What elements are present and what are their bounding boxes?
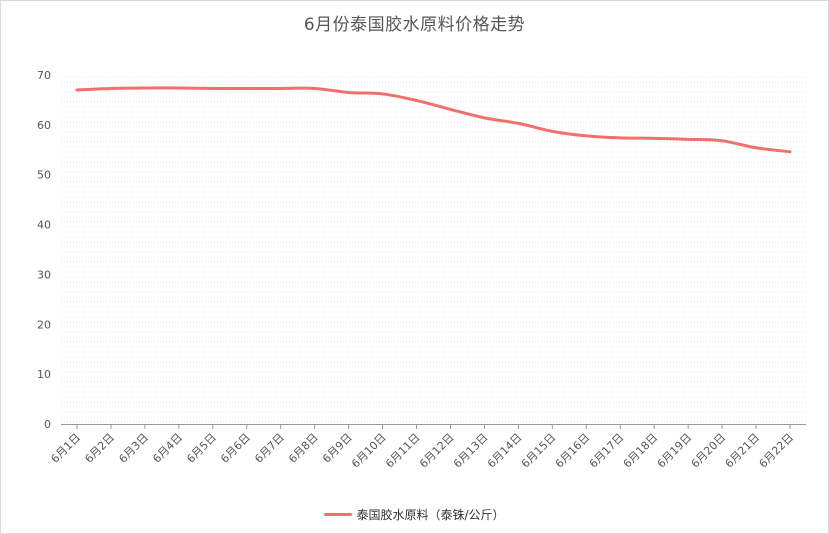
y-axis-ticks: 0 10 20 30 40 50 60 70 bbox=[37, 69, 51, 431]
data-point bbox=[75, 88, 79, 92]
data-point bbox=[788, 150, 792, 154]
data-point bbox=[720, 139, 724, 143]
data-point bbox=[313, 86, 317, 90]
x-tick-label: 6月5日 bbox=[184, 431, 219, 466]
x-tick-label: 6月8日 bbox=[286, 431, 321, 466]
series-layer bbox=[75, 86, 792, 154]
y-tick-label: 30 bbox=[37, 268, 51, 281]
data-point bbox=[415, 98, 419, 102]
legend-swatch bbox=[324, 513, 353, 516]
x-tick-label: 6月7日 bbox=[252, 431, 287, 466]
y-tick-label: 50 bbox=[37, 169, 51, 182]
y-tick-label: 70 bbox=[37, 69, 51, 82]
x-tick-label: 6月12日 bbox=[417, 431, 457, 471]
data-point bbox=[381, 92, 385, 96]
x-tick-label: 6月6日 bbox=[218, 431, 253, 466]
x-tick-label: 6月2日 bbox=[82, 431, 117, 466]
data-point bbox=[347, 90, 351, 94]
data-point bbox=[245, 86, 249, 90]
data-point bbox=[516, 121, 520, 125]
y-tick-label: 20 bbox=[37, 318, 51, 331]
x-tick-label: 6月14日 bbox=[485, 431, 525, 471]
y-tick-label: 0 bbox=[44, 418, 51, 431]
series-line bbox=[75, 86, 792, 154]
data-point bbox=[177, 86, 181, 90]
data-point bbox=[143, 86, 147, 90]
x-tick-label: 6月15日 bbox=[519, 431, 559, 471]
x-tick-label: 6月22日 bbox=[757, 431, 797, 471]
data-point bbox=[618, 136, 622, 140]
data-point bbox=[279, 86, 283, 90]
data-point bbox=[754, 146, 758, 150]
data-point bbox=[109, 86, 113, 90]
x-tick-label: 6月13日 bbox=[451, 431, 491, 471]
data-point bbox=[482, 116, 486, 120]
x-tick-label: 6月16日 bbox=[553, 431, 593, 471]
y-tick-label: 10 bbox=[37, 368, 51, 381]
y-tick-label: 40 bbox=[37, 219, 51, 232]
x-tick-label: 6月17日 bbox=[587, 431, 627, 471]
x-tick-label: 6月10日 bbox=[349, 431, 389, 471]
x-tick-label: 6月1日 bbox=[48, 431, 83, 466]
data-point bbox=[584, 134, 588, 138]
x-tick-label: 6月4日 bbox=[150, 431, 185, 466]
data-point bbox=[211, 86, 215, 90]
legend[interactable]: 泰国胶水原料（泰铢/公斤） bbox=[1, 506, 828, 523]
grid-layer bbox=[61, 76, 806, 423]
x-tick-label: 6月19日 bbox=[655, 431, 695, 471]
x-tick-label: 6月20日 bbox=[689, 431, 729, 471]
data-point bbox=[448, 107, 452, 111]
data-point bbox=[652, 136, 656, 140]
y-tick-label: 60 bbox=[37, 119, 51, 132]
x-axis-ticks: 6月1日 6月2日 6月3日 6月4日 6月5日 6月6日 6月7日 6月8日 6月9日6月10… bbox=[48, 424, 796, 471]
x-tick-label: 6月11日 bbox=[383, 431, 423, 471]
line-chart: 0 10 20 30 40 50 60 70 6月1日 6月2日 6月3日 6月4日 6月5日 6月6日… bbox=[37, 69, 806, 471]
x-tick-label: 6月21日 bbox=[723, 431, 763, 471]
data-point bbox=[686, 137, 690, 141]
legend-label: 泰国胶水原料（泰铢/公斤） bbox=[356, 508, 505, 522]
data-point bbox=[550, 129, 554, 133]
chart-title: 6月份泰国胶水原料价格走势 bbox=[303, 15, 526, 35]
x-tick-label: 6月3日 bbox=[116, 431, 151, 466]
x-tick-label: 6月18日 bbox=[621, 431, 661, 471]
